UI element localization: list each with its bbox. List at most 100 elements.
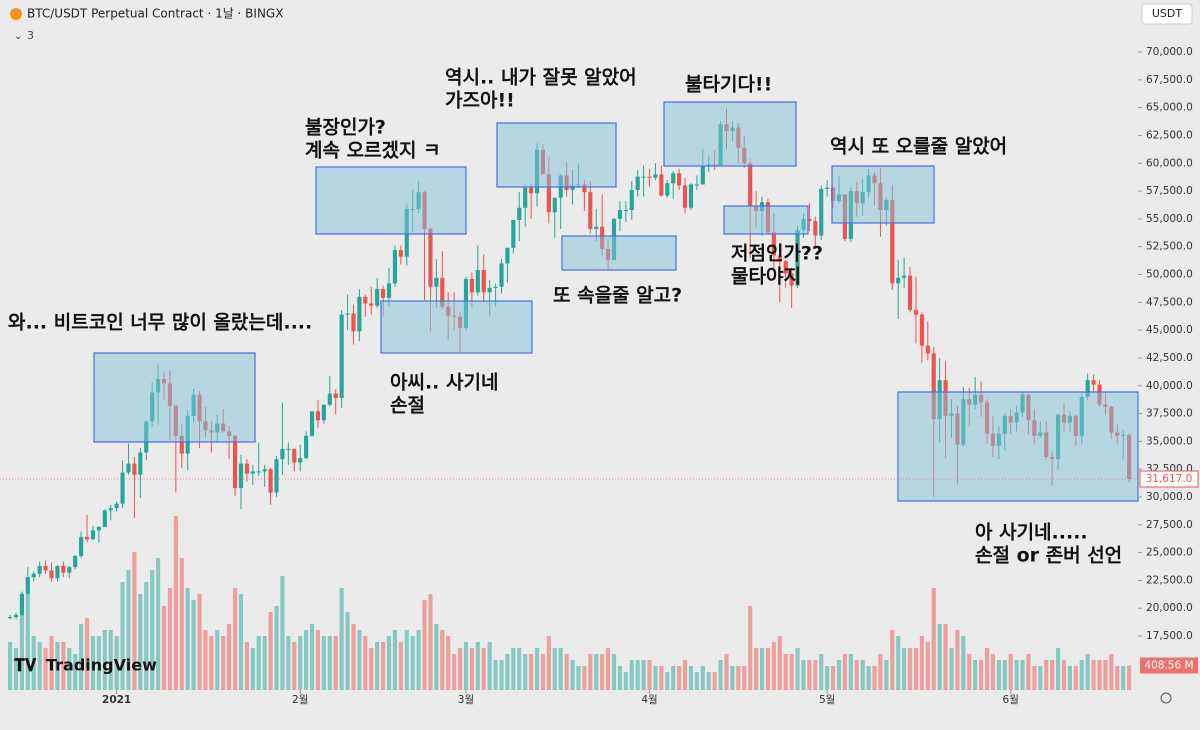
volume-bar xyxy=(369,648,374,690)
candle-body xyxy=(49,570,54,579)
volume-bar xyxy=(1002,660,1007,690)
candle-body xyxy=(777,255,782,262)
volume-bar xyxy=(907,648,913,690)
indicator-count: 3 xyxy=(27,29,34,42)
volume-bar xyxy=(1014,660,1019,690)
volume-bar xyxy=(523,654,528,690)
box xyxy=(380,300,533,354)
last-volume-label: 408.56 M xyxy=(1144,659,1193,671)
currency-label: USDT xyxy=(1152,7,1183,20)
volume-bar xyxy=(61,642,66,690)
candle-body xyxy=(771,232,776,256)
volume-bar xyxy=(1073,666,1078,690)
candle-body xyxy=(931,353,936,420)
currency-button[interactable] xyxy=(1141,3,1193,25)
volume-bar xyxy=(327,636,332,690)
candle-body xyxy=(132,463,137,475)
annotation: 계속 오르겠지 ㅋ xyxy=(305,140,441,162)
volume-bar xyxy=(694,672,699,690)
volume-bar xyxy=(268,612,273,690)
volume-bar xyxy=(298,636,303,690)
annotation: 저점인가?? xyxy=(731,243,823,265)
volume-bar xyxy=(13,648,19,690)
candle-body xyxy=(434,277,439,287)
volume-bar xyxy=(742,666,747,690)
volume-bar xyxy=(1026,654,1031,690)
y-tick-label: 47,500.0 xyxy=(1146,296,1193,308)
volume-bar xyxy=(706,672,711,690)
candle-body xyxy=(919,314,924,346)
volume-bar xyxy=(967,654,972,690)
volume-bar xyxy=(996,660,1001,690)
volume-bar xyxy=(167,588,173,690)
candle-body xyxy=(179,435,184,454)
candle-body xyxy=(250,471,255,474)
candle-body xyxy=(671,173,676,184)
candle-body xyxy=(274,459,279,493)
candle-body xyxy=(529,187,534,194)
candle-body xyxy=(665,183,670,196)
candle-body xyxy=(315,411,321,421)
volume-bar xyxy=(872,666,877,690)
candle-body xyxy=(582,184,587,193)
box xyxy=(93,352,256,443)
candle-body xyxy=(268,469,273,493)
collapse-icon[interactable]: ⌄ xyxy=(14,31,22,42)
candle-body xyxy=(552,197,557,213)
volume-bar xyxy=(244,642,249,690)
volume-bar xyxy=(1085,654,1090,690)
volume-bar xyxy=(232,588,238,690)
volume-bar xyxy=(635,660,640,690)
candle-body xyxy=(617,209,622,219)
volume-bar xyxy=(416,630,421,690)
volume-bar xyxy=(84,618,90,690)
volume-bar xyxy=(842,654,847,690)
volume-bar xyxy=(919,636,924,690)
volume-bar xyxy=(819,654,824,690)
candle-body xyxy=(108,508,113,511)
volume-bar xyxy=(712,672,717,690)
volume-bar xyxy=(990,654,996,690)
x-tick-label: 2021 xyxy=(102,694,131,706)
candle-body xyxy=(292,449,297,463)
volume-bar xyxy=(836,660,842,690)
annotation: 손절 xyxy=(390,395,425,417)
volume-bar xyxy=(463,642,469,690)
volume-bar xyxy=(665,672,670,690)
volume-bar xyxy=(43,648,48,690)
volume-bar xyxy=(79,624,84,690)
volume-bar xyxy=(795,648,800,690)
candle-body xyxy=(345,313,350,315)
y-tick-label: 40,000.0 xyxy=(1146,380,1193,392)
volume-bar xyxy=(144,582,149,690)
candle-body xyxy=(913,310,919,315)
volume-bar xyxy=(292,642,297,690)
volume-bar xyxy=(682,660,688,690)
box xyxy=(723,205,809,235)
volume-bar xyxy=(730,666,735,690)
volume-bar xyxy=(564,654,569,690)
volume-bar xyxy=(238,594,244,690)
candle-body xyxy=(517,207,522,221)
volume-bar xyxy=(1044,660,1049,690)
volume-bar xyxy=(801,660,806,690)
candle-body xyxy=(256,471,261,473)
candle-body xyxy=(351,313,356,332)
volume-bar xyxy=(789,654,794,690)
volume-bar xyxy=(979,660,984,690)
volume-bar xyxy=(902,648,907,690)
volume-bar xyxy=(955,630,960,690)
volume-bar xyxy=(375,642,380,690)
volume-bar xyxy=(339,588,344,690)
candle-body xyxy=(795,230,800,286)
settings-icon[interactable] xyxy=(1160,692,1172,704)
candle-body xyxy=(55,565,60,579)
volume-bar xyxy=(606,648,611,690)
volume-bar xyxy=(138,594,143,690)
box xyxy=(831,165,935,224)
candle-body xyxy=(286,449,291,451)
volume-bar xyxy=(1055,648,1061,690)
candle-body xyxy=(232,435,238,489)
volume-bar xyxy=(1032,666,1037,690)
